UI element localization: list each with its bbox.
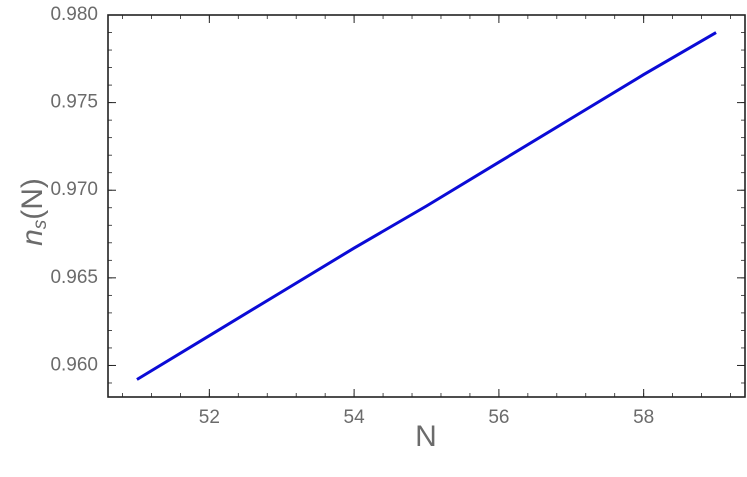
x-axis-ticks: 52 54 56 58 [199,15,654,428]
y-axis-ticks: 0.960 0.965 0.970 0.975 0.980 [50,4,745,375]
plot-frame [107,14,746,398]
y-tick-label: 0.970 [50,179,98,200]
y-tick-label: 0.960 [50,354,98,375]
y-axis-title-suffix: (N) [16,178,49,220]
x-tick-label: 58 [633,407,654,428]
y-axis-title-subscript: s [30,219,51,229]
y-tick-label: 0.975 [50,92,98,113]
x-tick-label: 54 [344,407,366,428]
y-tick-label: 0.980 [50,4,98,25]
y-axis-title: ns(N) [16,178,51,246]
x-tick-label: 52 [199,407,220,428]
y-axis-title-base: n [16,229,49,246]
x-axis-title: N [415,420,437,453]
x-tick-label: 56 [488,407,509,428]
series-line [136,31,717,381]
series-layer [136,31,717,381]
y-tick-label: 0.965 [50,267,98,288]
